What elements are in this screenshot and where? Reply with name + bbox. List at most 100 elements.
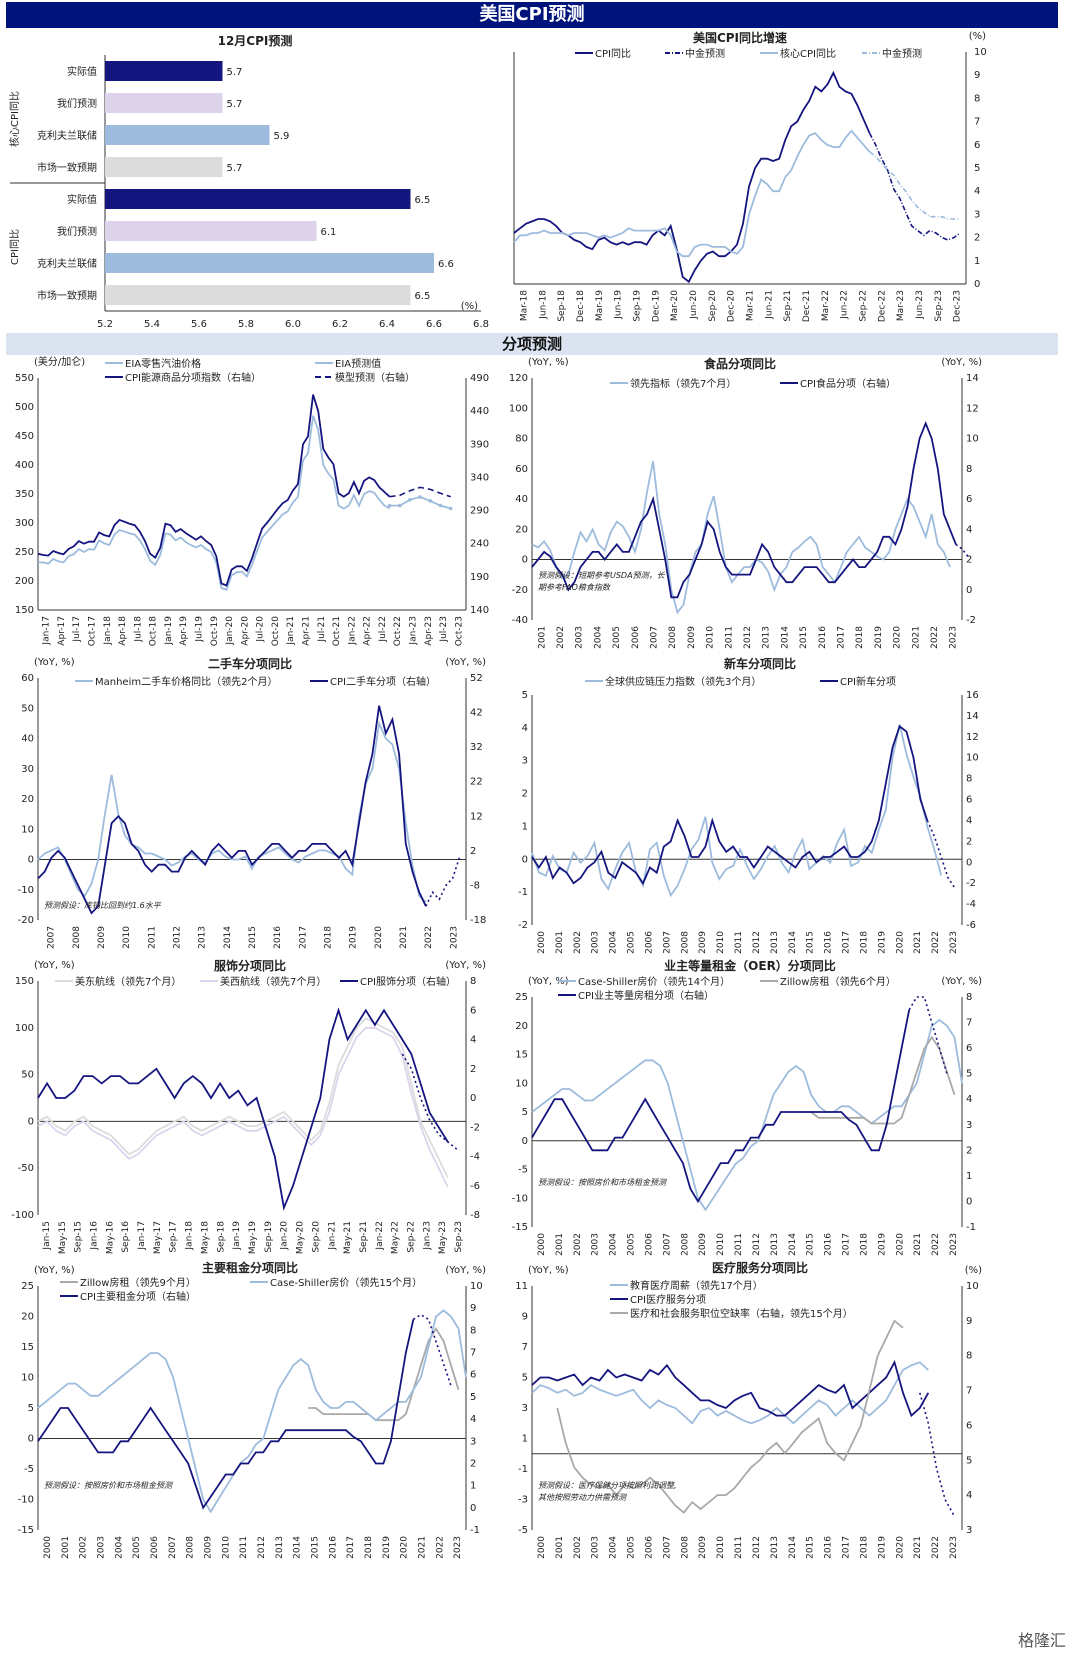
cpiyoy-xtick-label: Mar-21 [745, 290, 755, 321]
energy-xtick-label: Apr-17 [57, 616, 67, 646]
medical-ytick-label: 7 [522, 1342, 528, 1353]
used-xtick-label: 2007 [47, 926, 57, 949]
dec-xtick-label: 6.2 [332, 319, 348, 330]
food-ytick-label: 0 [522, 555, 528, 566]
food-note: 期参考FAO粮食指数 [538, 583, 611, 592]
energy-xtick-label: Jan-22 [347, 616, 357, 646]
apparel-xtick-label: Jan-16 [89, 1221, 99, 1251]
newcar-xtick-label: 2022 [931, 931, 941, 954]
cpiyoy-xtick-label: Jun-18 [538, 290, 548, 320]
food-y2tick-label: 12 [966, 403, 979, 414]
dec-xtick-label: 6.8 [473, 319, 489, 330]
cpiyoy-series-0-line [513, 70, 871, 284]
oer-legend-label: Case-Shiller房价（领先14个月） [578, 975, 730, 988]
used-xtick-label: 2012 [172, 926, 182, 949]
oer-y2tick-label: 8 [966, 992, 972, 1003]
apparel-y2tick-label: -8 [470, 1210, 480, 1221]
oer-ytick-label: 10 [515, 1078, 528, 1089]
used-xtick-label: 2019 [349, 926, 359, 949]
medical-legend-label: 教育医疗周薪（领先17个月） [630, 1279, 763, 1292]
energy-legend-label: CPI能源商品分项指数（右轴） [125, 371, 261, 384]
rent-legend-label: CPI主要租金分项（右轴） [80, 1290, 196, 1303]
newcar-xtick-label: 2016 [824, 931, 834, 954]
energy-ytick-label: 250 [15, 547, 34, 558]
used-ytick-label: 20 [21, 794, 34, 805]
oer-ytick-label: 15 [515, 1050, 528, 1061]
energy-series-1-point [418, 495, 422, 499]
food-xtick-label: 2019 [874, 626, 884, 649]
medical-xtick-label: 2005 [627, 1536, 637, 1559]
rent-xtick-label: 2000 [43, 1536, 53, 1559]
medical-xtick-label: 2014 [788, 1536, 798, 1559]
used-y2tick-label: -8 [470, 880, 480, 891]
dec-bar [105, 93, 223, 113]
newcar-xtick-label: 2018 [859, 931, 869, 954]
oer-series-1-line [803, 1035, 956, 1125]
food-series-1-line [531, 420, 957, 599]
oer-ytick-label: 20 [515, 1021, 528, 1032]
oer-series-2-line [531, 1009, 911, 1204]
cpiyoy-legend-label: 中金预测 [882, 47, 922, 60]
apparel-y2-unit: (YoY, %) [445, 960, 486, 971]
medical-ytick-label: 3 [522, 1403, 528, 1414]
apparel-xtick-label: May-20 [296, 1221, 306, 1254]
food-y2tick-label: 8 [966, 464, 972, 475]
cpiyoy-series-1-line [868, 132, 961, 241]
oer-xtick-label: 2017 [842, 1233, 852, 1256]
rent-xtick-label: 2022 [435, 1536, 445, 1559]
food-ytick-label: 40 [515, 494, 528, 505]
rent-xtick-label: 2010 [221, 1536, 231, 1559]
cpiyoy-xtick-label: Mar-20 [670, 290, 680, 321]
oer-y2tick-label: 4 [966, 1094, 972, 1105]
newcar-xtick-label: 2015 [806, 931, 816, 954]
oer-note: 预测假设：按照房价和市场租金预测 [538, 1178, 668, 1187]
used-note: 预测假设：库销比回到约1.6水平 [44, 901, 162, 910]
rent-ytick-label: 25 [21, 1281, 34, 1292]
dec-title: 12月CPI预测 [218, 33, 293, 48]
oer-ytick-label: -5 [518, 1165, 528, 1176]
used-xtick-label: 2021 [399, 926, 409, 949]
dec-xtick-label: 5.2 [97, 319, 113, 330]
newcar-xtick-label: 2004 [609, 931, 619, 954]
food-xtick-label: 2012 [743, 626, 753, 649]
dec-xtick-label: 6.4 [379, 319, 395, 330]
cpiyoy-series-3-line [869, 151, 960, 220]
rent-title: 主要租金分项同比 [202, 1260, 298, 1275]
food-xtick-label: 2010 [706, 626, 716, 649]
apparel-y2tick-label: 4 [470, 1035, 476, 1046]
medical-xtick-label: 2013 [770, 1536, 780, 1559]
oer-y2tick-label: 5 [966, 1069, 972, 1080]
apparel-xtick-label: Sep-20 [311, 1221, 321, 1253]
medical-y1-unit: (YoY, %) [528, 1265, 569, 1276]
energy-xtick-label: Jul-23 [439, 616, 449, 643]
newcar-xtick-label: 2005 [627, 931, 637, 954]
medical-xtick-label: 2003 [591, 1536, 601, 1559]
used-y2tick-label: 2 [470, 846, 476, 857]
energy-legend-label: EIA零售汽油价格 [125, 357, 201, 370]
food-xtick-label: 2016 [818, 626, 828, 649]
energy-ytick-label: 500 [15, 402, 34, 413]
used-xtick-label: 2014 [223, 926, 233, 949]
medical-y2tick-label: 9 [966, 1316, 972, 1327]
food-xtick-label: 2020 [893, 626, 903, 649]
energy-xtick-label: Oct-19 [210, 616, 220, 647]
cpiyoy-xtick-label: Dec-23 [953, 290, 963, 322]
oer-y1-unit: (YoY, %) [528, 976, 569, 987]
energy-ytick-label: 150 [15, 605, 34, 616]
cpiyoy-ytick-label: 5 [974, 163, 980, 174]
apparel-series-3-line [401, 1053, 458, 1150]
newcar-xtick-label: 2014 [788, 931, 798, 954]
cpiyoy-xtick-label: Sep-20 [708, 290, 718, 322]
newcar-y2tick-label: -2 [966, 878, 976, 889]
medical-y2tick-label: 7 [966, 1386, 972, 1397]
energy-xtick-label: Jan-18 [103, 616, 113, 646]
dec-category-label: 我们预测 [57, 97, 97, 110]
oer-xtick-label: 2014 [788, 1233, 798, 1256]
used-xtick-label: 2022 [424, 926, 434, 949]
rent-xtick-label: 2017 [346, 1536, 356, 1559]
oer-title: 业主等量租金（OER）分项同比 [664, 958, 836, 973]
cpiyoy-xtick-label: Dec-19 [651, 290, 661, 322]
rent-ytick-label: 15 [21, 1342, 34, 1353]
newcar-xtick-label: 2023 [949, 931, 959, 954]
oer-xtick-label: 2012 [752, 1233, 762, 1256]
